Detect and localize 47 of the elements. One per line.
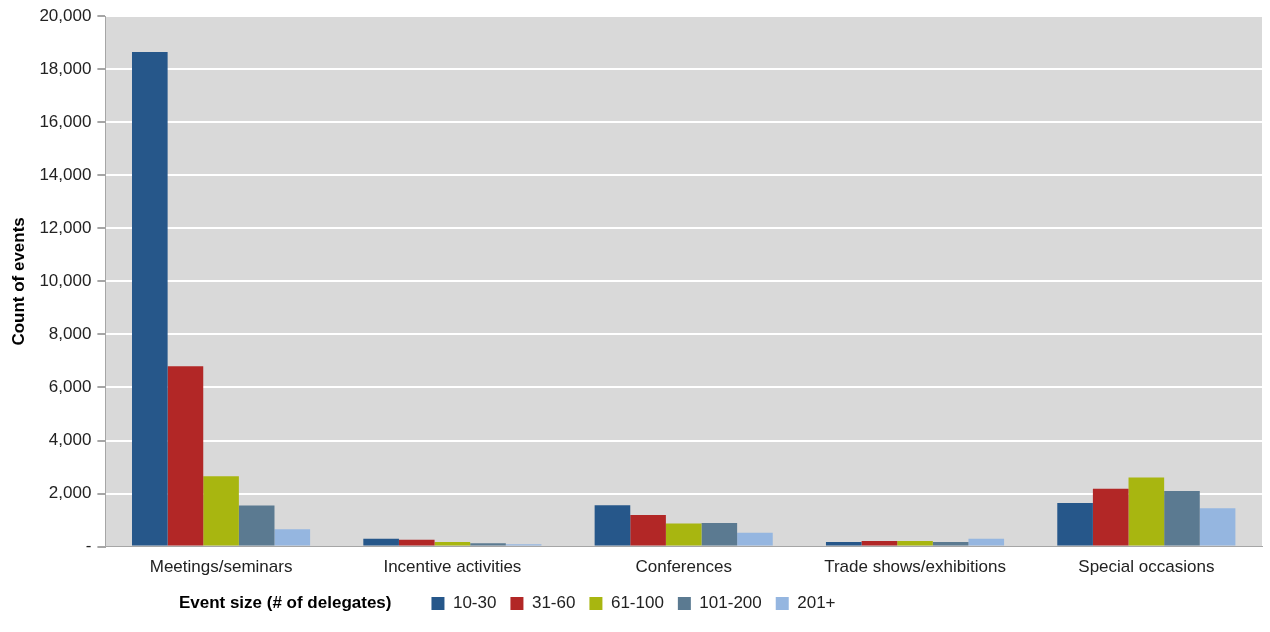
bar — [701, 523, 738, 546]
bar — [1092, 488, 1129, 546]
bar — [398, 539, 435, 546]
bar — [594, 505, 631, 546]
bar — [932, 542, 969, 546]
x-tick-label: Incentive activities — [383, 557, 522, 577]
bar — [167, 366, 204, 546]
bar — [630, 515, 666, 546]
legend-label: 201+ — [797, 593, 836, 613]
y-axis-title: Count of events — [8, 217, 28, 346]
y-tick-label: 6,000 — [48, 377, 92, 397]
bar — [434, 542, 471, 546]
x-tick-label: Conferences — [635, 557, 732, 577]
bar — [737, 532, 773, 546]
bar — [665, 523, 702, 546]
bar — [1199, 508, 1236, 546]
x-tick-label: Trade shows/exhibitions — [824, 557, 1006, 577]
bar — [861, 541, 898, 546]
bar — [470, 543, 506, 546]
bar — [1164, 490, 1200, 546]
bar — [238, 505, 275, 546]
y-tick-label: 10,000 — [39, 271, 92, 291]
bar — [203, 476, 239, 546]
legend-label: 61-100 — [610, 593, 664, 613]
y-tick-label: 18,000 — [39, 58, 92, 78]
legend-label: 31-60 — [531, 593, 576, 613]
x-tick-label: Meetings/seminars — [149, 557, 293, 577]
bar — [1128, 477, 1165, 546]
bar — [897, 541, 933, 546]
y-tick-label: 14,000 — [39, 165, 92, 185]
y-tick-label: 2,000 — [48, 483, 92, 503]
y-tick-label: - — [85, 536, 92, 556]
bar — [274, 529, 311, 546]
legend-label: 101-200 — [699, 593, 762, 613]
legend-label: 10-30 — [452, 593, 497, 613]
y-tick-label: 20,000 — [39, 5, 92, 25]
y-tick-label: 8,000 — [48, 324, 92, 344]
bar — [1057, 503, 1093, 546]
legend-title: Event size (# of delegates) — [178, 593, 392, 613]
y-tick-label: 4,000 — [48, 430, 92, 450]
y-tick-label: 12,000 — [39, 218, 92, 238]
x-tick-label: Special occasions — [1078, 557, 1215, 577]
bar — [132, 52, 168, 546]
bar — [363, 538, 399, 546]
bar — [968, 538, 1005, 546]
y-tick-label: 16,000 — [39, 111, 92, 131]
bar — [825, 542, 862, 546]
